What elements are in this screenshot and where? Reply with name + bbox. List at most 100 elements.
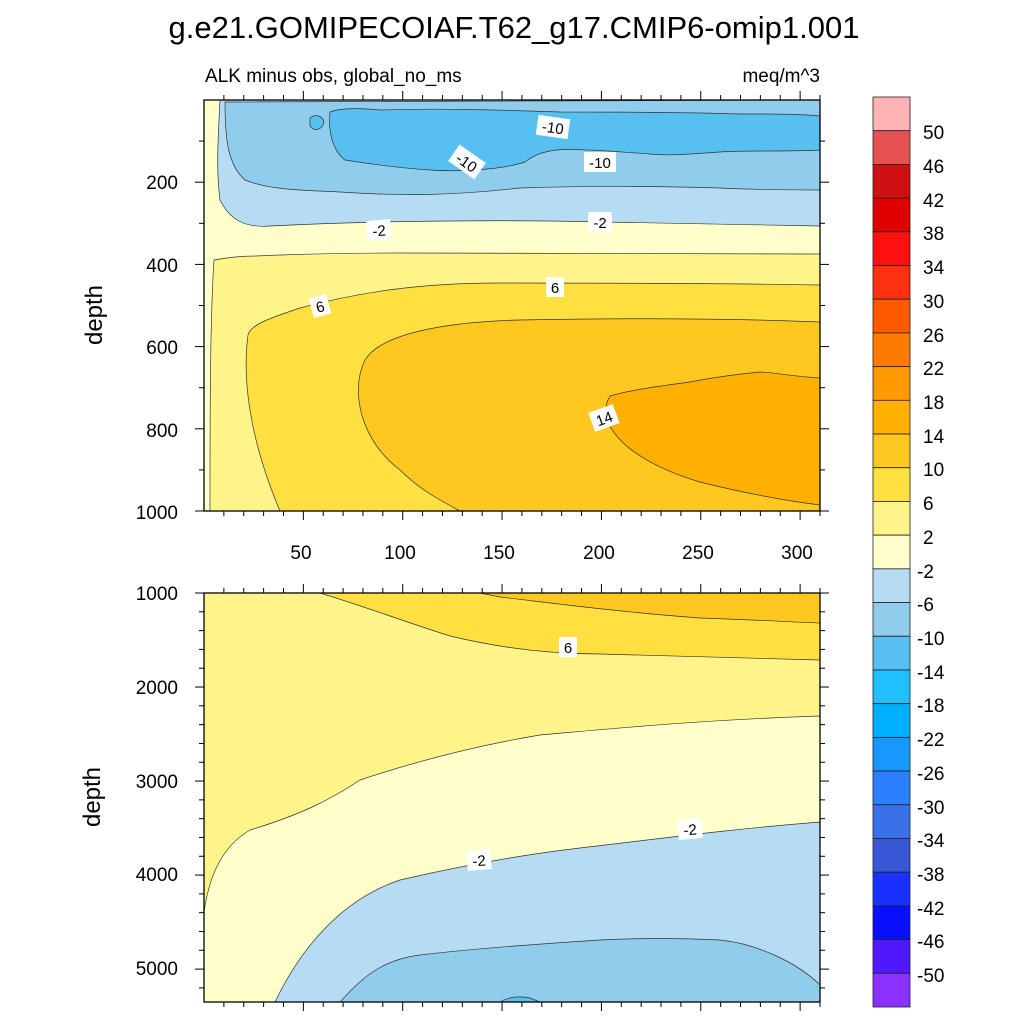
- colorbar-label: 14: [923, 427, 945, 448]
- colorbar-label: 2: [923, 528, 934, 549]
- chart-title: g.e21.GOMIPECOIAF.T62_g17.CMIP6-omip1.00…: [169, 10, 860, 45]
- top-contour-labels: -10 -10 -10 -2 -2 6 6 14: [308, 114, 620, 432]
- colorbar-box: [872, 501, 911, 536]
- colorbar-box: [872, 265, 911, 300]
- top-x-ticks: [223, 91, 821, 520]
- colorbar-label: -46: [917, 932, 944, 953]
- colorbar-box: [872, 669, 911, 705]
- contour-label: -2: [366, 218, 392, 242]
- bottom-contour-fill: [204, 593, 820, 1002]
- top-contour-fill: [204, 100, 820, 511]
- bottom-contour-labels: 6 -2 -2: [466, 637, 703, 872]
- colorbar-box: [872, 871, 911, 907]
- colorbar-label: -6: [917, 595, 934, 616]
- top-x-tick-label: 200: [583, 543, 615, 564]
- bottom-y-tick-label: 2000: [136, 678, 178, 699]
- colorbar-box: [872, 905, 911, 940]
- colorbar-label: -30: [917, 798, 944, 819]
- bottom-y-tick-label: 1000: [136, 584, 178, 605]
- colorbar-box: [872, 770, 911, 806]
- bottom-x-ticks: [223, 584, 821, 1011]
- contour-label: -2: [466, 848, 492, 872]
- contour-label-text: -10: [589, 155, 611, 172]
- chart-units: meq/m^3: [742, 66, 820, 87]
- top-y-tick-label: 1000: [136, 503, 178, 524]
- colorbar-label: 6: [923, 494, 934, 515]
- chart-subtitle-left: ALK minus obs, global_no_ms: [205, 66, 462, 87]
- bottom-band-minus14to-10: [499, 996, 541, 1002]
- colorbar-box: [872, 231, 911, 266]
- colorbar-box: [872, 433, 911, 469]
- bottom-y-axis-label: depth: [79, 767, 106, 827]
- contour-label-text: -2: [472, 852, 487, 870]
- colorbar-label: -26: [917, 764, 944, 785]
- colorbar-label: -14: [917, 663, 945, 684]
- top-y-axis-label: depth: [81, 285, 108, 345]
- colorbar-label: -22: [917, 730, 944, 751]
- colorbar-box: [872, 736, 911, 772]
- colorbar-label: 26: [923, 326, 944, 347]
- colorbar-label: -38: [917, 865, 944, 886]
- colorbar-box: [872, 366, 911, 401]
- top-band-14to18: [605, 371, 820, 511]
- colorbar-box: [872, 399, 911, 435]
- colorbar-box: [872, 332, 911, 368]
- colorbar: 50 46 42 38 34 30 26 22 18 14 10 6 2 -2 …: [872, 96, 945, 1008]
- contour-label-text: 6: [564, 640, 572, 657]
- contour-label-text: 14: [594, 409, 615, 431]
- bottom-y-tick-label: 3000: [136, 772, 178, 793]
- top-panel: 200 400 600 800 1000 50 100 150 200 250 …: [81, 91, 829, 564]
- colorbar-label: 18: [923, 393, 944, 414]
- colorbar-label: 38: [923, 224, 944, 245]
- colorbar-label: 22: [923, 359, 944, 380]
- colorbar-box: [872, 602, 911, 637]
- contour-label: 14: [588, 404, 620, 432]
- colorbar-box: [872, 130, 911, 165]
- top-y-ticks: [195, 140, 829, 512]
- colorbar-label: -2: [917, 562, 934, 583]
- colorbar-label: 46: [923, 157, 944, 178]
- colorbar-label: -34: [917, 831, 945, 852]
- top-x-tick-label: 300: [781, 543, 813, 564]
- colorbar-box: [872, 703, 911, 738]
- colorbar-box: [872, 164, 911, 199]
- bottom-band-10to14: [479, 593, 820, 624]
- colorbar-label: 42: [923, 191, 944, 212]
- bottom-band-minus10to-6: [339, 938, 820, 1002]
- bottom-panel: 1000 2000 3000 4000 5000 depth 6 -2 -2: [79, 584, 829, 1011]
- colorbar-label: 30: [923, 292, 944, 313]
- colorbar-box: [872, 467, 911, 502]
- colorbar-label: -42: [917, 899, 944, 920]
- contour-label: 6: [559, 637, 577, 657]
- colorbar-box: [872, 298, 911, 334]
- contour-label: 6: [308, 294, 332, 318]
- colorbar-box: [872, 568, 911, 603]
- bottom-y-tick-label: 5000: [136, 959, 178, 980]
- colorbar-box: [872, 939, 911, 974]
- colorbar-box: [872, 838, 911, 873]
- contour-label: -2: [677, 817, 703, 841]
- contour-label-text: -10: [541, 119, 565, 139]
- colorbar-box: [872, 972, 911, 1008]
- contour-label: -10: [535, 114, 571, 140]
- top-x-tick-label: 150: [483, 543, 515, 564]
- top-band-minus14to-10-small: [309, 115, 325, 130]
- colorbar-label: -18: [917, 696, 944, 717]
- colorbar-box: [872, 804, 911, 839]
- contour-label: 6: [546, 277, 564, 297]
- top-y-tick-label: 200: [146, 173, 178, 194]
- bottom-plot-frame: [203, 592, 821, 1003]
- colorbar-labels: 50 46 42 38 34 30 26 22 18 14 10 6 2 -2 …: [917, 123, 945, 987]
- colorbar-box: [872, 197, 911, 233]
- top-x-tick-label: 100: [384, 543, 416, 564]
- contour-label-text: 6: [551, 280, 559, 297]
- contour-label: -2: [588, 212, 612, 232]
- contour-label: -10: [584, 152, 616, 172]
- top-x-tick-label: 50: [290, 543, 311, 564]
- colorbar-label: 50: [923, 123, 944, 144]
- contour-label-text: -2: [683, 821, 698, 839]
- colorbar-label: 34: [923, 258, 945, 279]
- top-y-tick-label: 400: [146, 256, 178, 277]
- colorbar-boxes: [872, 96, 911, 1008]
